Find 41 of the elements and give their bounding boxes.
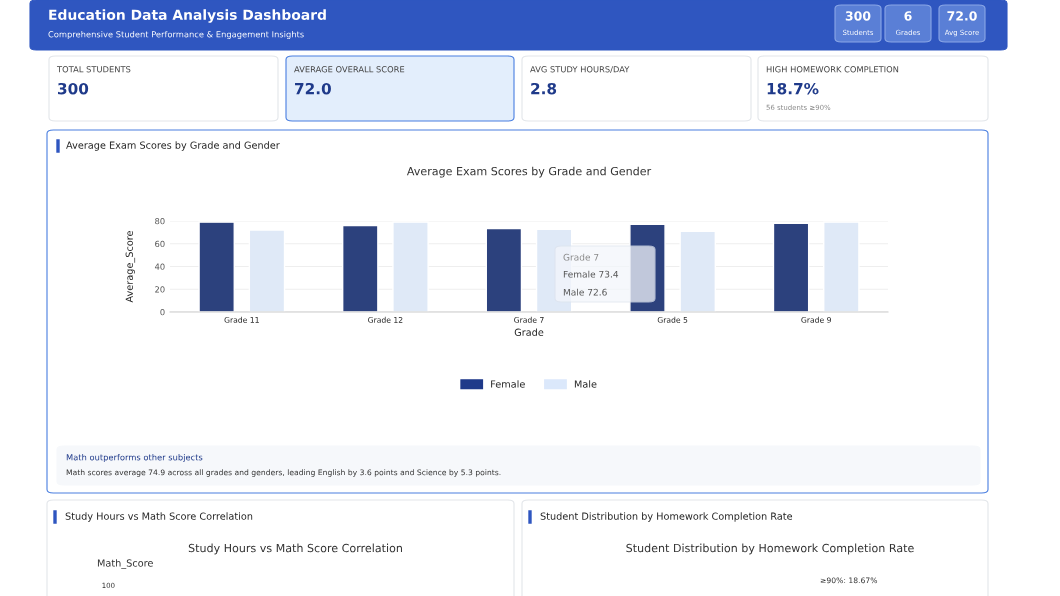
bar	[485, 227, 523, 312]
text: 18.7%	[767, 82, 819, 95]
text: Math_Score	[97, 559, 153, 569]
text: 300	[58, 82, 89, 95]
text: 72.0	[947, 11, 977, 21]
text: Average Exam Scores by Grade and Gender	[66, 141, 280, 151]
bar	[248, 229, 286, 312]
text: Study Hours vs Math Score Correlation	[65, 512, 253, 522]
text: Comprehensive Student Performance & Engagement Insights	[48, 30, 304, 40]
annotation: Female 73.4	[563, 270, 619, 278]
legend-label: Male	[574, 380, 597, 388]
text: TOTAL STUDENTS	[56, 66, 131, 73]
text: Education Data Analysis Dashboard	[49, 9, 326, 23]
text: AVG STUDY HOURS/DAY	[530, 66, 630, 74]
text: AVERAGE OVERALL SCORE	[294, 66, 405, 73]
y-tick-label: 0	[160, 308, 165, 316]
text: 300	[845, 11, 871, 21]
bar	[772, 222, 810, 312]
annotation: Grade 7	[563, 253, 599, 261]
text: Student Distribution by Homework Completion Rate	[540, 512, 793, 522]
y-tick-label: 60	[155, 240, 165, 248]
text: 6	[904, 11, 912, 21]
text: 2.8	[531, 82, 557, 95]
bar	[823, 221, 860, 312]
y-axis-title: Average_Score	[125, 231, 136, 303]
text: HIGH HOMEWORK COMPLETION	[766, 66, 899, 73]
bar	[392, 221, 429, 312]
annotation: Male 72.6	[563, 288, 607, 296]
chart-title: Average Exam Scores by Grade and Gender	[406, 166, 652, 178]
x-axis-title: Grade	[514, 328, 544, 336]
bar	[679, 230, 717, 312]
legend-label: Female	[491, 380, 525, 388]
bar	[198, 221, 235, 312]
y-tick-label: 40	[154, 263, 165, 270]
y-tick-label: 20	[155, 286, 165, 293]
text: Study Hours vs Math Score Correlation	[188, 543, 402, 555]
text: Student Distribution by Homework Completion Rate	[626, 543, 914, 555]
y-tick-label: 80	[155, 217, 165, 225]
text: 72.0	[295, 82, 331, 95]
text: Math outperforms other subjects	[66, 453, 203, 463]
bar	[341, 224, 379, 312]
